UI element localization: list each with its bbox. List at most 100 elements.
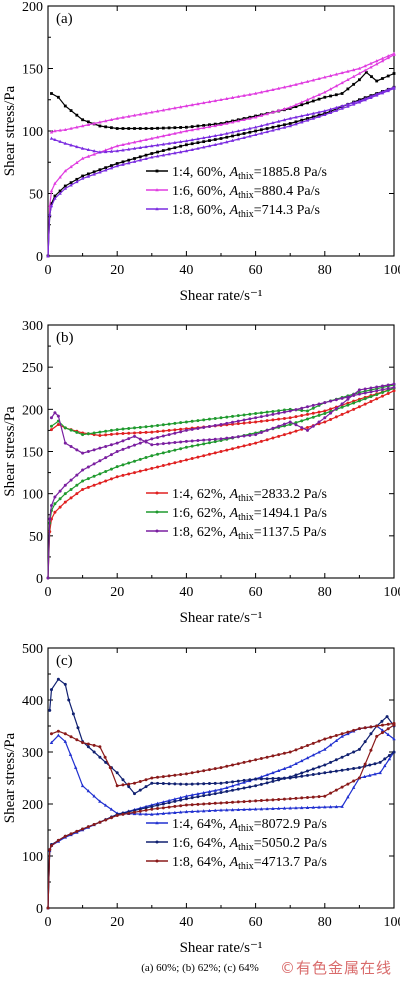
data-point	[53, 502, 57, 506]
data-point	[259, 113, 264, 117]
data-point	[306, 769, 309, 773]
data-point	[196, 770, 200, 774]
data-point	[167, 126, 171, 130]
data-point	[196, 809, 200, 813]
data-point	[363, 762, 367, 766]
data-point	[49, 503, 53, 507]
data-point	[300, 774, 304, 778]
data-point	[63, 184, 67, 188]
data-point	[265, 798, 269, 802]
data-point	[219, 137, 223, 140]
data-point	[340, 785, 344, 789]
data-point	[144, 785, 148, 789]
data-point	[144, 425, 148, 429]
data-point	[196, 443, 200, 447]
data-point	[213, 792, 217, 796]
data-point	[207, 124, 212, 129]
series-2	[46, 383, 396, 580]
data-point	[104, 125, 108, 129]
data-point	[190, 809, 194, 813]
data-point	[184, 458, 188, 462]
data-point	[115, 432, 119, 436]
data-point	[86, 147, 91, 152]
data-point	[369, 390, 373, 394]
data-point	[373, 762, 377, 766]
data-point	[167, 805, 171, 809]
data-point	[328, 743, 333, 747]
x-axis-label: Shear rate/s⁻¹	[180, 940, 263, 956]
data-point	[161, 442, 165, 446]
data-point	[346, 102, 350, 106]
data-point	[346, 87, 350, 91]
data-point	[53, 411, 57, 415]
data-point	[75, 160, 79, 164]
data-point	[236, 435, 240, 439]
data-point	[369, 748, 373, 752]
data-point	[115, 144, 119, 148]
data-point	[115, 784, 119, 788]
data-point	[242, 807, 246, 811]
data-point	[49, 844, 53, 848]
data-point	[265, 410, 269, 414]
x-tick-label: 0	[45, 585, 52, 600]
series-line-down	[51, 384, 395, 436]
data-point	[58, 175, 62, 179]
data-point	[127, 426, 131, 430]
data-point	[133, 471, 136, 475]
data-point	[103, 149, 108, 154]
data-point	[380, 719, 384, 723]
panel-label: (a)	[56, 11, 73, 27]
data-point	[340, 755, 344, 759]
data-point	[294, 423, 298, 427]
data-point	[115, 465, 119, 469]
data-point	[375, 385, 379, 389]
data-point	[306, 796, 309, 799]
data-point	[254, 416, 258, 420]
data-point	[334, 734, 338, 738]
data-point	[380, 89, 385, 94]
data-point	[230, 138, 235, 142]
data-point	[161, 451, 165, 455]
data-point	[69, 181, 73, 185]
data-point	[236, 129, 240, 133]
data-point	[75, 177, 79, 181]
data-point	[340, 80, 344, 85]
data-point	[144, 468, 148, 472]
data-point	[156, 423, 160, 427]
data-point	[271, 409, 275, 413]
data-point	[346, 753, 350, 757]
data-point	[202, 809, 206, 813]
data-point	[184, 149, 189, 153]
data-point	[271, 110, 275, 114]
data-point	[385, 715, 389, 719]
data-point	[392, 72, 396, 75]
data-point	[248, 92, 252, 96]
data-point	[98, 120, 102, 124]
data-point	[213, 138, 217, 141]
data-point	[225, 789, 229, 793]
data-point	[98, 745, 102, 749]
data-point	[150, 152, 154, 155]
data-point	[127, 437, 131, 441]
data-point	[378, 760, 382, 764]
data-point	[81, 468, 85, 472]
data-point	[156, 781, 160, 785]
data-point	[392, 385, 396, 389]
data-point	[63, 732, 67, 736]
watermark: ©有色金属在线	[279, 959, 392, 977]
data-point	[161, 153, 166, 157]
data-point	[311, 415, 315, 419]
data-point	[108, 766, 112, 770]
data-point	[156, 452, 160, 456]
data-point	[311, 805, 315, 809]
data-point	[259, 123, 264, 128]
data-point	[357, 405, 361, 409]
data-point	[121, 162, 125, 166]
data-point	[236, 779, 240, 783]
data-point	[190, 782, 194, 786]
data-point	[236, 133, 240, 137]
data-point	[92, 794, 96, 798]
data-point	[334, 738, 339, 743]
data-point	[288, 116, 292, 120]
data-point	[362, 774, 367, 778]
